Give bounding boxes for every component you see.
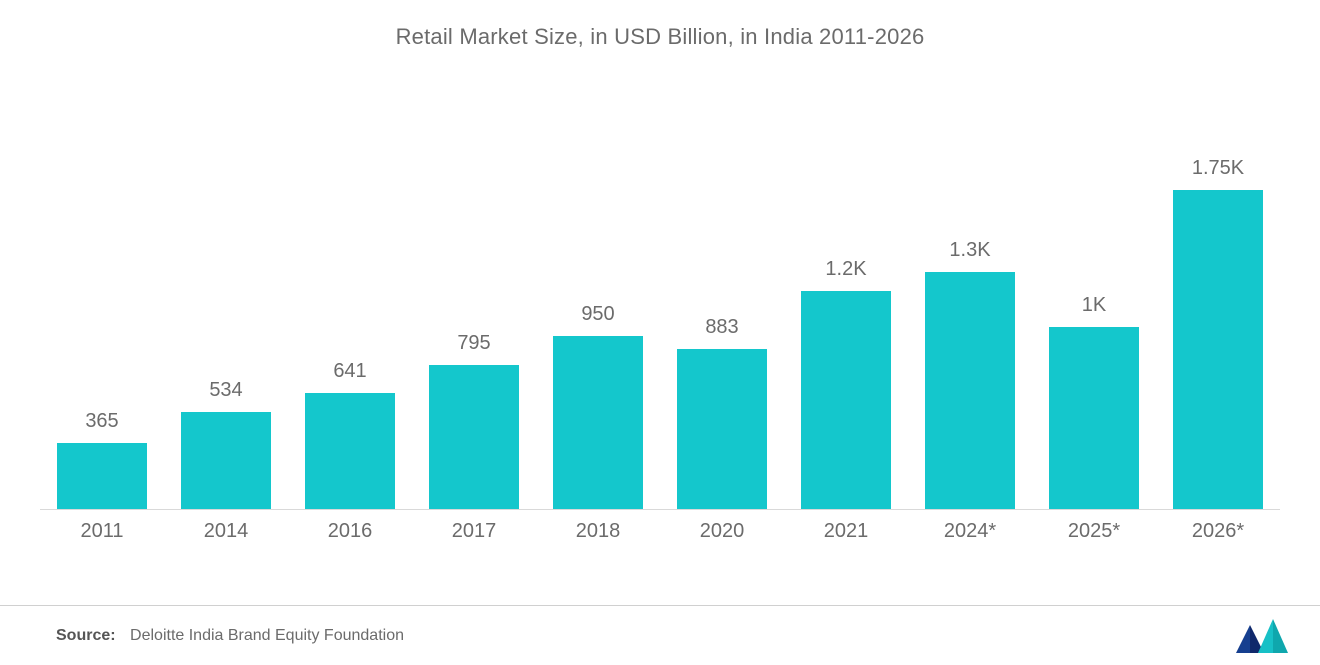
x-axis-label: 2017 (412, 514, 536, 550)
bar (801, 291, 890, 510)
source-label: Source: (56, 627, 116, 644)
bar (181, 412, 270, 510)
bar-value-label: 534 (209, 379, 242, 402)
bar-column: 534 (164, 379, 288, 510)
bar (925, 272, 1014, 510)
bar-column: 1K (1032, 294, 1156, 510)
bar (1049, 327, 1138, 510)
bar-value-label: 641 (333, 360, 366, 383)
bar-column: 1.2K (784, 258, 908, 510)
bar-column: 950 (536, 303, 660, 510)
footer: Source: Deloitte India Brand Equity Foun… (0, 605, 1320, 665)
bar-column: 1.3K (908, 239, 1032, 510)
bar-column: 1.75K (1156, 157, 1280, 510)
x-axis-labels: 20112014201620172018202020212024*2025*20… (40, 514, 1280, 550)
bar (553, 336, 642, 510)
x-axis-label: 2024* (908, 514, 1032, 550)
bar-value-label: 950 (581, 303, 614, 326)
bar-value-label: 1K (1082, 294, 1106, 317)
bar-value-label: 795 (457, 332, 490, 355)
x-axis-label: 2016 (288, 514, 412, 550)
x-axis-label: 2026* (1156, 514, 1280, 550)
bars-row: 365 534 641 795 950 883 1.2K 1.3K 1K 1.75K (40, 80, 1280, 510)
bar-column: 795 (412, 332, 536, 510)
source-text: Deloitte India Brand Equity Foundation (130, 627, 404, 644)
bar (57, 443, 146, 510)
bar-value-label: 1.75K (1192, 157, 1244, 180)
chart-title: Retail Market Size, in USD Billion, in I… (40, 20, 1280, 50)
bar-value-label: 1.3K (949, 239, 990, 262)
bar-column: 365 (40, 410, 164, 510)
bar-column: 641 (288, 360, 412, 510)
brand-logo-icon (1236, 619, 1288, 653)
x-axis-label: 2011 (40, 514, 164, 550)
bar-value-label: 365 (85, 410, 118, 433)
x-axis-label: 2025* (1032, 514, 1156, 550)
x-axis-label: 2018 (536, 514, 660, 550)
bar (1173, 190, 1262, 510)
x-axis-baseline (40, 509, 1280, 510)
bar (429, 365, 518, 510)
source-line: Source: Deloitte India Brand Equity Foun… (56, 627, 404, 645)
chart-container: Retail Market Size, in USD Billion, in I… (0, 0, 1320, 665)
chart-plot-area: 3655346417959508831.2K1.3K1K1.75K 201120… (40, 80, 1280, 550)
bar-column: 883 (660, 316, 784, 510)
bar-value-label: 1.2K (825, 258, 866, 281)
bar (305, 393, 394, 510)
bar (677, 349, 766, 510)
x-axis-label: 2020 (660, 514, 784, 550)
bar-value-label: 883 (705, 316, 738, 339)
x-axis-label: 2021 (784, 514, 908, 550)
x-axis-label: 2014 (164, 514, 288, 550)
